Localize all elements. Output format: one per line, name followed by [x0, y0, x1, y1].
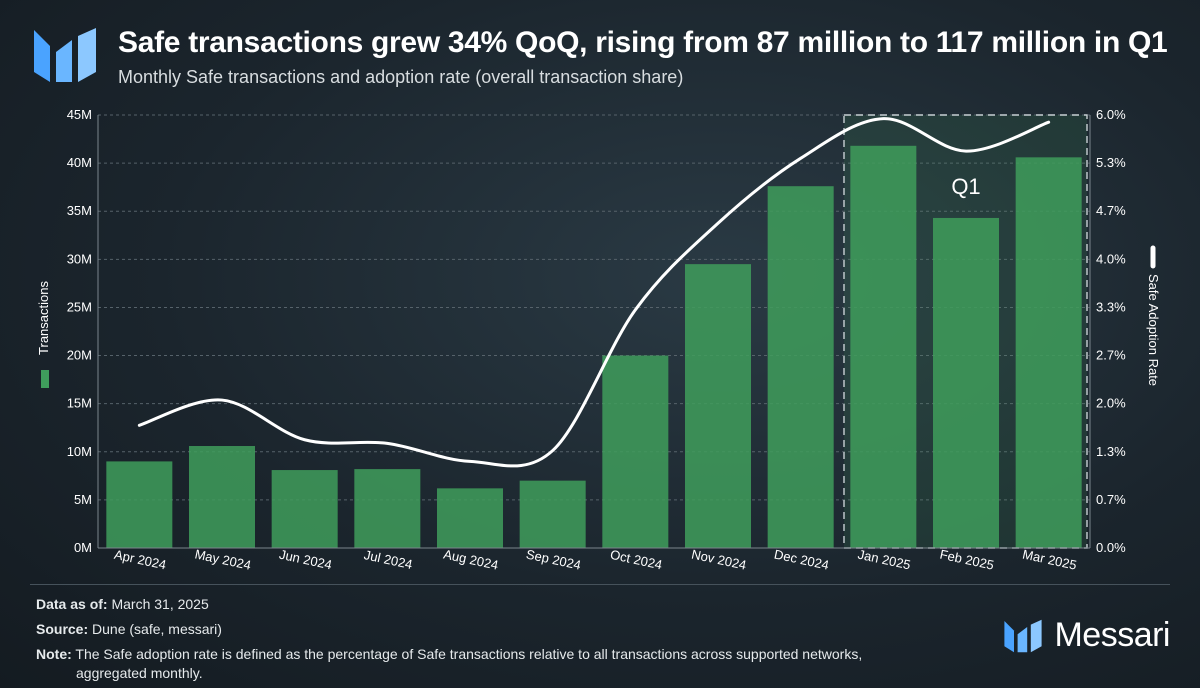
y-tick-label: 15M: [67, 396, 92, 411]
x-tick-label: Oct 2024: [609, 547, 664, 573]
y-tick-label: 0M: [74, 540, 92, 555]
data-as-of-label: Data as of:: [36, 596, 108, 612]
bar-mar-2025: [1015, 157, 1082, 549]
y2-axis-title: Safe Adoption Rate: [1146, 274, 1161, 386]
brand-name: Messari: [1054, 616, 1170, 654]
y2-tick-label: 3.3%: [1096, 299, 1126, 314]
line-layer: [137, 117, 1051, 468]
y2-tick-label: 6.0%: [1096, 107, 1126, 122]
y-tick-label: 5M: [74, 492, 92, 507]
bar-sep-2024: [519, 480, 586, 548]
source: Source: Dune (safe, messari): [36, 621, 222, 637]
adoption-rate-line: [137, 117, 1051, 468]
y2-tick-label: 0.7%: [1096, 492, 1126, 507]
bar-apr-2024: [106, 461, 173, 548]
y2-tick-label: 2.0%: [1096, 396, 1126, 411]
y-tick-label: 25M: [67, 299, 92, 314]
bar-jun-2024: [271, 470, 338, 548]
x-tick-label: Apr 2024: [113, 547, 168, 573]
source-value: Dune (safe, messari): [92, 621, 222, 637]
highlight-layer: Q1: [843, 114, 1088, 549]
source-label: Source:: [36, 621, 89, 637]
x-tick-label: Jul 2024: [363, 547, 414, 572]
y2-tick-label: 4.7%: [1096, 203, 1126, 218]
data-as-of: Data as of: March 31, 2025: [36, 596, 209, 612]
y2-tick-label: 5.3%: [1096, 155, 1126, 170]
note-label: Note:: [36, 646, 72, 662]
y-tick-label: 40M: [67, 155, 92, 170]
bar-layer: [106, 145, 1082, 549]
x-tick-label: Sep 2024: [525, 546, 583, 572]
transactions-legend-swatch: [41, 370, 49, 388]
x-tick-label: Nov 2024: [690, 546, 748, 572]
q1-annotation: Q1: [951, 174, 980, 199]
chart-subtitle: Monthly Safe transactions and adoption r…: [118, 67, 684, 87]
bar-oct-2024: [602, 355, 669, 548]
chart: Q1 0M 0.0% 5M 0.7% 10M 1.3% 15M 2.0% 20M 2.7% 25M 3…: [36, 107, 1161, 573]
note-line-1: The Safe adoption rate is defined as the…: [75, 646, 863, 662]
y2-tick-label: 0.0%: [1096, 540, 1126, 555]
y2-tick-label: 1.3%: [1096, 444, 1126, 459]
messari-logo-icon: [34, 28, 96, 82]
bar-jan-2025: [850, 145, 917, 548]
x-tick-label: Dec 2024: [773, 546, 831, 572]
bar-aug-2024: [437, 488, 503, 548]
bar-may-2024: [189, 446, 255, 548]
y2-tick-label: 2.7%: [1096, 348, 1126, 363]
note: Note: The Safe adoption rate is defined …: [36, 646, 862, 662]
messari-brand-icon: [1004, 619, 1043, 652]
x-tick-label: Aug 2024: [442, 546, 500, 572]
note-line-2: aggregated monthly.: [76, 665, 203, 681]
x-tick-label: Jun 2024: [278, 547, 333, 573]
axis-layer: 0M 0.0% 5M 0.7% 10M 1.3% 15M 2.0% 20M 2.7% 25M 3.3%…: [67, 107, 1126, 555]
y-axis-title: Transactions: [36, 281, 51, 355]
y-tick-label: 45M: [67, 107, 92, 122]
x-tick-label: Feb 2025: [939, 547, 996, 573]
bar-jul-2024: [354, 469, 421, 548]
x-tick-label: Mar 2025: [1021, 547, 1078, 573]
bar-nov-2024: [685, 264, 751, 548]
y2-tick-label: 4.0%: [1096, 251, 1126, 266]
data-as-of-value: March 31, 2025: [111, 596, 209, 612]
y-tick-label: 30M: [67, 251, 92, 266]
y-tick-label: 35M: [67, 203, 92, 218]
y-tick-label: 20M: [67, 348, 92, 363]
bar-feb-2025: [933, 217, 999, 549]
chart-title: Safe transactions grew 34% QoQ, rising f…: [118, 26, 1168, 59]
bar-dec-2024: [767, 186, 834, 548]
x-tick-label: Jan 2025: [857, 547, 912, 573]
y-tick-label: 10M: [67, 444, 92, 459]
brand: Messari: [1002, 616, 1170, 655]
q1-highlight-fill: [844, 115, 1087, 548]
footer-divider: [30, 584, 1170, 585]
x-tick-label: May 2024: [193, 546, 252, 573]
